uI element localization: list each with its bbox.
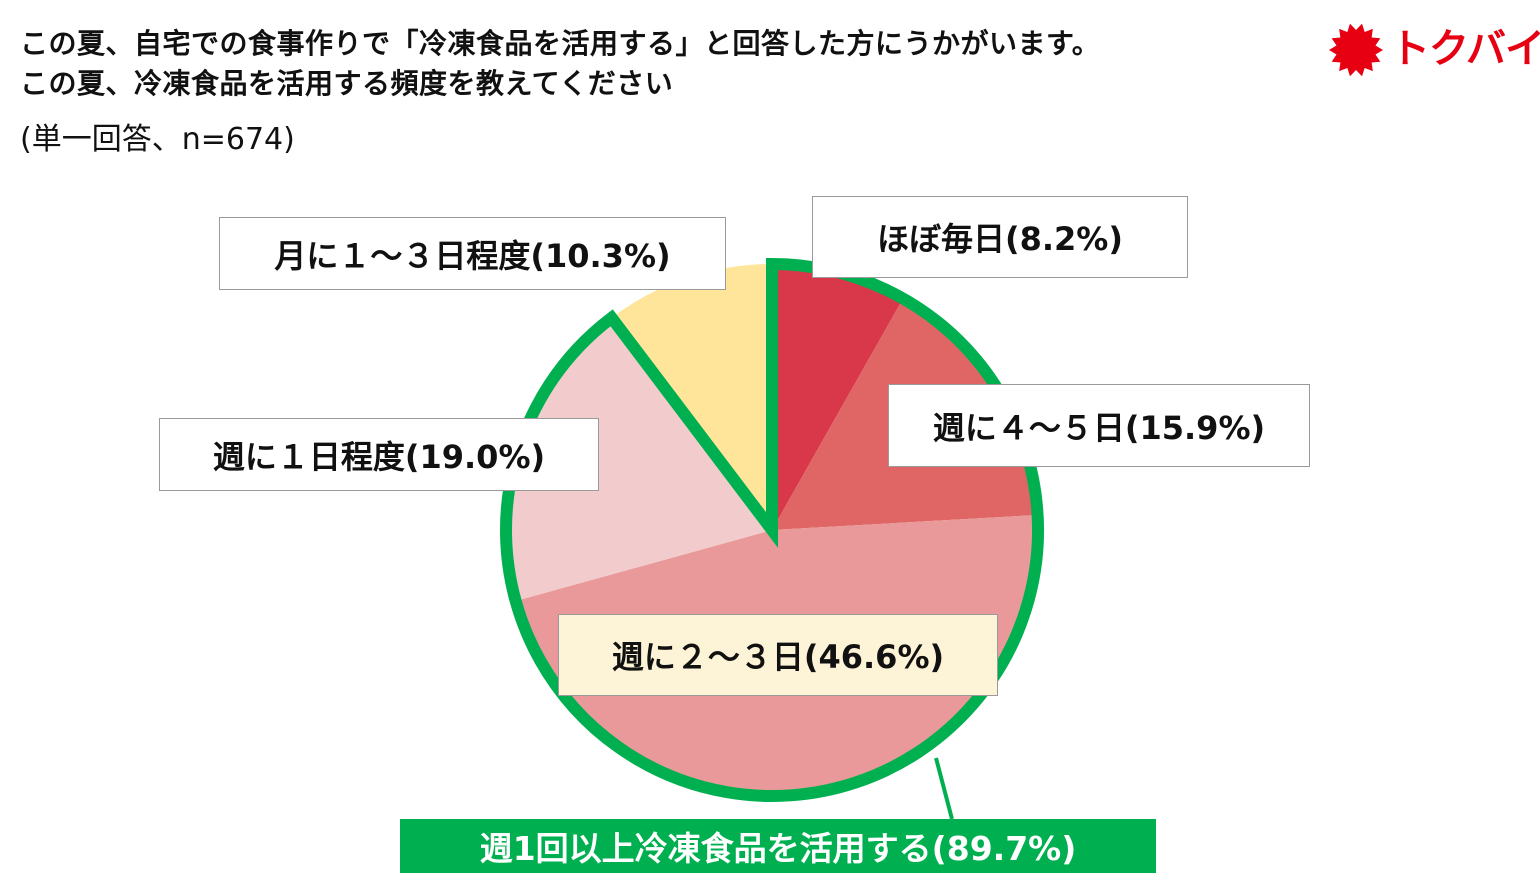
title-line-2: この夏、冷凍食品を活用する頻度を教えてください bbox=[20, 67, 674, 100]
slice-label-2-3-days: 週に２～３日(46.6%) bbox=[558, 614, 998, 696]
callout-leader-line bbox=[934, 757, 954, 820]
title-line-1: この夏、自宅での食事作りで「冷凍食品を活用する」と回答した方にうかがいます。 bbox=[20, 27, 1101, 60]
slice-label-4-5-days: 週に４～５日(15.9%) bbox=[888, 384, 1310, 467]
slice-label-daily: ほぼ毎日(8.2%) bbox=[812, 196, 1188, 278]
weekly-usage-callout: 週1回以上冷凍食品を活用する(89.7%) bbox=[400, 819, 1156, 873]
highlight-outline bbox=[500, 257, 1044, 802]
slice-label-monthly: 月に１～３日程度(10.3%) bbox=[219, 217, 726, 290]
pie-slice-3 bbox=[505, 317, 772, 601]
slice-label-1-day: 週に１日程度(19.0%) bbox=[159, 418, 599, 491]
logo-text: トクバイ bbox=[1390, 26, 1540, 72]
subtitle: (単一回答、n=674) bbox=[20, 122, 295, 157]
tokubai-logo: トクバイ bbox=[1326, 10, 1540, 77]
sun-burst-icon bbox=[1329, 23, 1383, 77]
pie-slice-4 bbox=[611, 264, 772, 530]
sun-burst-shape bbox=[1329, 23, 1383, 77]
pie-slice-0 bbox=[772, 264, 904, 530]
